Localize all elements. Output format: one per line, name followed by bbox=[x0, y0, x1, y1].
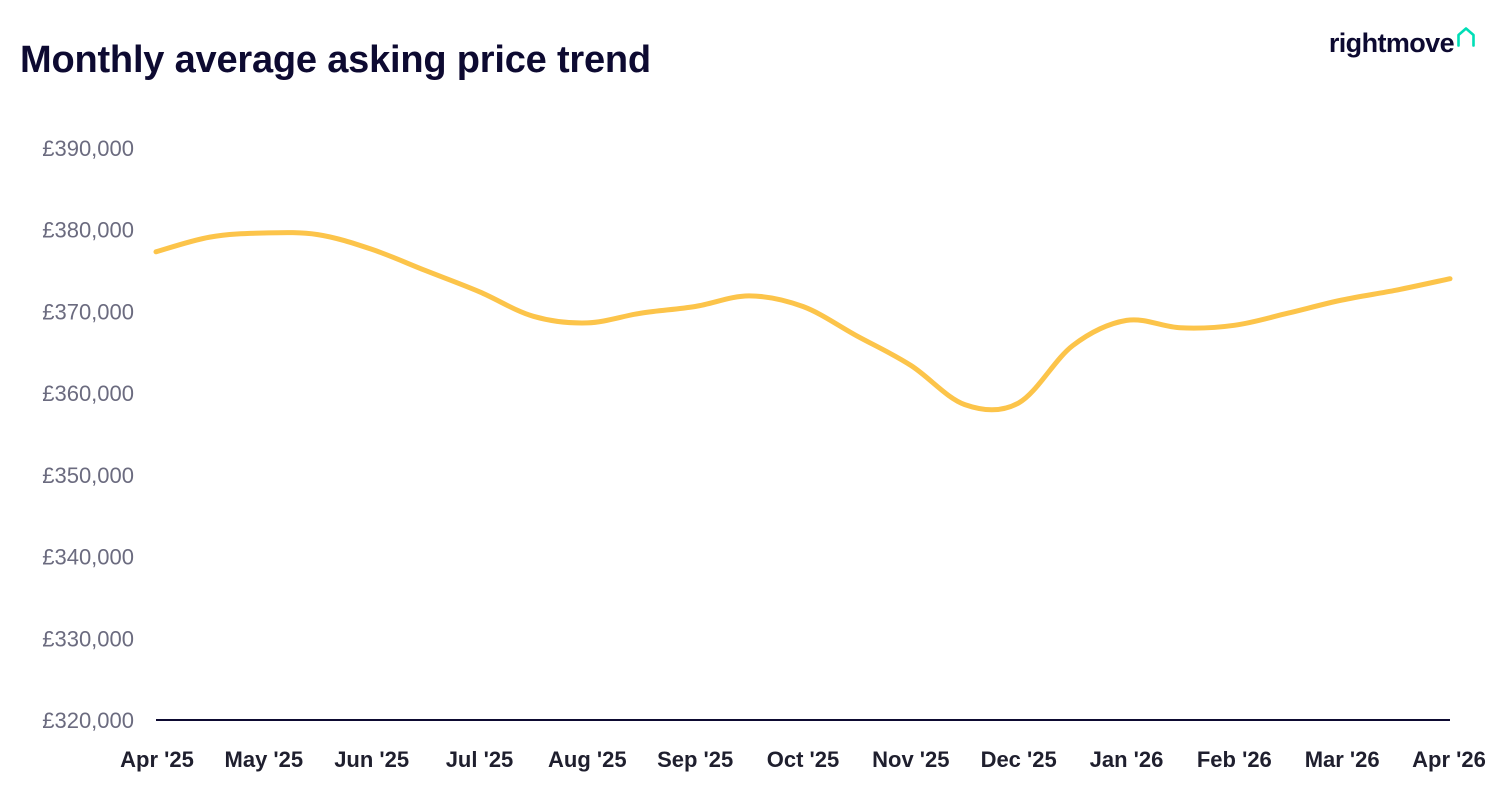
x-tick-label: Jan '26 bbox=[1090, 747, 1164, 772]
y-tick-label: £380,000 bbox=[42, 218, 134, 243]
x-tick-label: Sep '25 bbox=[657, 747, 733, 772]
y-tick-label: £320,000 bbox=[42, 708, 134, 733]
brand-logo: rightmove bbox=[1329, 26, 1476, 60]
y-axis-labels: £390,000 £380,000 £370,000 £360,000 £350,000… bbox=[42, 136, 134, 733]
page-title: Monthly average asking price trend bbox=[20, 39, 651, 81]
x-tick-label: Jun '25 bbox=[334, 747, 409, 772]
x-tick-label: Apr '25 bbox=[120, 747, 194, 772]
y-tick-label: £370,000 bbox=[42, 299, 134, 324]
series-line-average-asking-price bbox=[153, 230, 1453, 413]
x-tick-label: Jul '25 bbox=[446, 747, 514, 772]
x-axis-labels: Apr '25 May '25 Jun '25 Jul '25 Aug '25 Sep '… bbox=[120, 747, 1486, 772]
house-icon bbox=[1457, 27, 1475, 47]
x-tick-label: Dec '25 bbox=[981, 747, 1057, 772]
y-tick-label: £390,000 bbox=[42, 136, 134, 161]
x-tick-label: Feb '26 bbox=[1197, 747, 1272, 772]
x-tick-label: Aug '25 bbox=[548, 747, 627, 772]
x-tick-label: Apr '26 bbox=[1412, 747, 1486, 772]
y-tick-label: £350,000 bbox=[42, 463, 134, 488]
y-tick-label: £360,000 bbox=[42, 381, 134, 406]
brand-name: rightmove bbox=[1328, 28, 1455, 58]
y-tick-label: £340,000 bbox=[42, 545, 134, 570]
x-tick-label: Mar '26 bbox=[1305, 747, 1380, 772]
x-tick-label: Nov '25 bbox=[872, 747, 949, 772]
y-tick-label: £330,000 bbox=[42, 626, 134, 651]
x-tick-label: Oct '25 bbox=[767, 747, 840, 772]
x-tick-label: May '25 bbox=[225, 747, 304, 772]
